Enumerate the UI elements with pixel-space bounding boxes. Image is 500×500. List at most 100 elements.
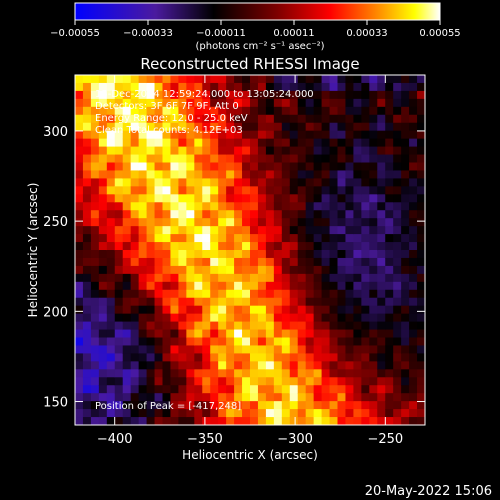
heatmap-cell: [218, 345, 227, 354]
heatmap-cell: [297, 385, 307, 394]
heatmap-cell: [297, 369, 307, 378]
heatmap-cell: [385, 353, 394, 362]
heatmap-cell: [178, 106, 187, 116]
heatmap-cell: [369, 353, 378, 362]
heatmap-cell: [385, 369, 394, 378]
heatmap-cell: [313, 162, 323, 172]
heatmap-cell: [75, 345, 84, 354]
heatmap-cell: [242, 353, 251, 362]
heatmap-cell: [162, 114, 172, 124]
heatmap-cell: [178, 401, 187, 410]
heatmap-cell: [130, 178, 140, 187]
heatmap-cell: [369, 98, 378, 108]
heatmap-cell: [353, 154, 362, 164]
heatmap-cell: [393, 257, 402, 267]
heatmap-cell: [417, 90, 425, 100]
heatmap-cell: [369, 138, 378, 148]
heatmap-cell: [90, 218, 100, 227]
heatmap-cell: [202, 345, 211, 354]
heatmap-cell: [273, 257, 283, 267]
heatmap-cell: [313, 329, 323, 339]
heatmap-cell: [409, 122, 418, 132]
heatmap-cell: [409, 242, 418, 251]
heatmap-cell: [297, 289, 307, 299]
heatmap-cell: [162, 353, 172, 362]
heatmap-cell: [401, 345, 410, 354]
heatmap-cell: [98, 257, 108, 267]
heatmap-cell: [146, 226, 156, 235]
heatmap-cell: [417, 377, 425, 386]
heatmap-cell: [210, 377, 219, 386]
heatmap-cell: [122, 281, 132, 291]
heatmap-cell: [305, 234, 315, 243]
heatmap-cell: [257, 226, 267, 235]
heatmap-cell: [393, 186, 402, 195]
heatmap-cell: [114, 154, 124, 164]
heatmap-cell: [178, 202, 187, 211]
heatmap-cell: [345, 417, 354, 425]
heatmap-cell: [250, 138, 259, 148]
heatmap-cell: [162, 178, 172, 187]
heatmap-cell: [234, 281, 243, 291]
heatmap-cell: [75, 242, 84, 251]
heatmap-cell: [417, 75, 425, 84]
heatmap-cell: [114, 146, 124, 156]
y-axis-label: Heliocentric Y (arcsec): [26, 183, 40, 318]
heatmap-cell: [242, 210, 251, 219]
heatmap-cell: [138, 98, 148, 108]
heatmap-cell: [377, 170, 386, 179]
heatmap-cell: [146, 170, 156, 179]
heatmap-cell: [345, 329, 354, 339]
heatmap-cell: [250, 210, 259, 219]
heatmap-cell: [361, 146, 370, 156]
heatmap-cell: [178, 329, 187, 339]
heatmap-cell: [289, 162, 299, 172]
heatmap-cell: [75, 194, 84, 203]
heatmap-cell: [90, 114, 100, 124]
heatmap-cell: [257, 90, 267, 100]
heatmap-cell: [297, 297, 307, 307]
heatmap-cell: [297, 186, 307, 195]
heatmap-cell: [329, 385, 339, 394]
heatmap-cell: [265, 75, 275, 84]
heatmap-cell: [321, 305, 331, 315]
heatmap-cell: [194, 377, 203, 386]
heatmap-cell: [281, 218, 291, 227]
heatmap-cell: [194, 417, 203, 425]
heatmap-cell: [122, 210, 132, 219]
heatmap-cell: [98, 369, 108, 378]
heatmap-cell: [210, 162, 219, 172]
heatmap-cell: [130, 202, 140, 211]
heatmap-cell: [417, 98, 425, 108]
heatmap-cell: [218, 122, 227, 132]
heatmap-cell: [273, 170, 283, 179]
colorbar-tick-label: −0.00011: [196, 28, 246, 39]
heatmap-cell: [273, 218, 283, 227]
heatmap-cell: [146, 218, 156, 227]
heatmap-cell: [337, 305, 347, 315]
heatmap-cell: [329, 210, 339, 219]
heatmap-cell: [210, 281, 219, 291]
heatmap-cell: [265, 170, 275, 179]
heatmap-cell: [106, 106, 116, 116]
heatmap-cell: [90, 146, 100, 156]
heatmap-cell: [98, 393, 108, 402]
heatmap-cell: [289, 385, 299, 394]
heatmap-cell: [257, 202, 267, 211]
heatmap-cell: [257, 345, 267, 354]
heatmap-cell: [210, 265, 219, 275]
heatmap-cell: [257, 273, 267, 283]
heatmap-cell: [82, 401, 92, 410]
heatmap-cell: [385, 194, 394, 203]
heatmap-cell: [337, 417, 347, 425]
heatmap-cell: [106, 170, 116, 179]
heatmap-cell: [226, 194, 235, 203]
heatmap-cell: [321, 369, 331, 378]
heatmap-cell: [385, 82, 394, 92]
heatmap-cell: [210, 417, 219, 425]
heatmap-cell: [377, 250, 386, 259]
heatmap-cell: [130, 393, 140, 402]
heatmap-cell: [385, 114, 394, 124]
heatmap-cell: [393, 146, 402, 156]
heatmap-cell: [138, 170, 148, 179]
